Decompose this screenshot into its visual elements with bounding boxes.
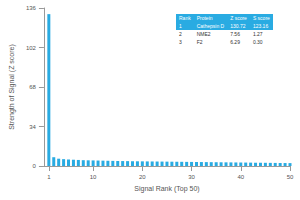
svg-text:1: 1 <box>47 174 51 180</box>
html-text:NME2: NME2 <box>196 31 211 37</box>
html-text:3: 3 <box>179 39 182 45</box>
html-text:7.56: 7.56 <box>230 31 240 37</box>
svg-text:136: 136 <box>26 5 37 11</box>
html-text:F2: F2 <box>196 39 203 45</box>
html-text:Protein: Protein <box>196 15 213 21</box>
html-text:1.27: 1.27 <box>252 31 263 37</box>
html-text:S score: S score <box>252 15 270 21</box>
svg-text:34: 34 <box>29 124 36 130</box>
html-text:6.29: 6.29 <box>230 39 240 45</box>
svg-text:50: 50 <box>287 174 294 180</box>
svg-text:30: 30 <box>188 174 195 180</box>
svg-text:Strength of Signal (Z score): Strength of Signal (Z score) <box>8 44 16 130</box>
svg-text:40: 40 <box>237 174 244 180</box>
html-text:130.72: 130.72 <box>230 23 246 29</box>
svg-text:Signal Rank (Top 50): Signal Rank (Top 50) <box>134 185 199 193</box>
html-text:Rank: Rank <box>179 15 191 21</box>
svg-text:10: 10 <box>90 174 97 180</box>
html-text:Z score: Z score <box>230 15 247 21</box>
html-text:2: 2 <box>179 31 182 37</box>
html-text:Cathepsin D: Cathepsin D <box>196 23 225 29</box>
svg-text:102: 102 <box>26 45 37 51</box>
html-text:0.30: 0.30 <box>252 39 263 45</box>
svg-text:20: 20 <box>139 174 146 180</box>
html-text:1: 1 <box>179 23 182 29</box>
svg-text:0: 0 <box>33 163 37 169</box>
svg-text:68: 68 <box>29 84 36 90</box>
html-text:123.16: 123.16 <box>252 23 269 29</box>
